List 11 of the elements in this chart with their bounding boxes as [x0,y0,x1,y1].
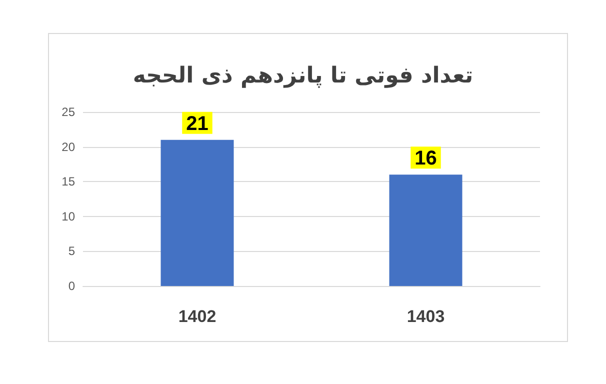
y-tick-label: 25 [62,105,76,119]
y-tick-label: 0 [68,279,76,293]
y-tick-label: 15 [62,174,76,189]
y-tick-label: 5 [68,244,76,258]
y-tick-label: 20 [62,140,76,154]
x-tick-label: 1402 [178,307,216,326]
y-tick-label: 10 [62,209,76,224]
x-tick-label: 1403 [406,307,445,326]
data-label: 21 [186,112,208,135]
data-label: 16 [414,148,437,170]
chart-title: تعداد فوتی تا پانزدهم ذی الحجه [132,64,474,88]
